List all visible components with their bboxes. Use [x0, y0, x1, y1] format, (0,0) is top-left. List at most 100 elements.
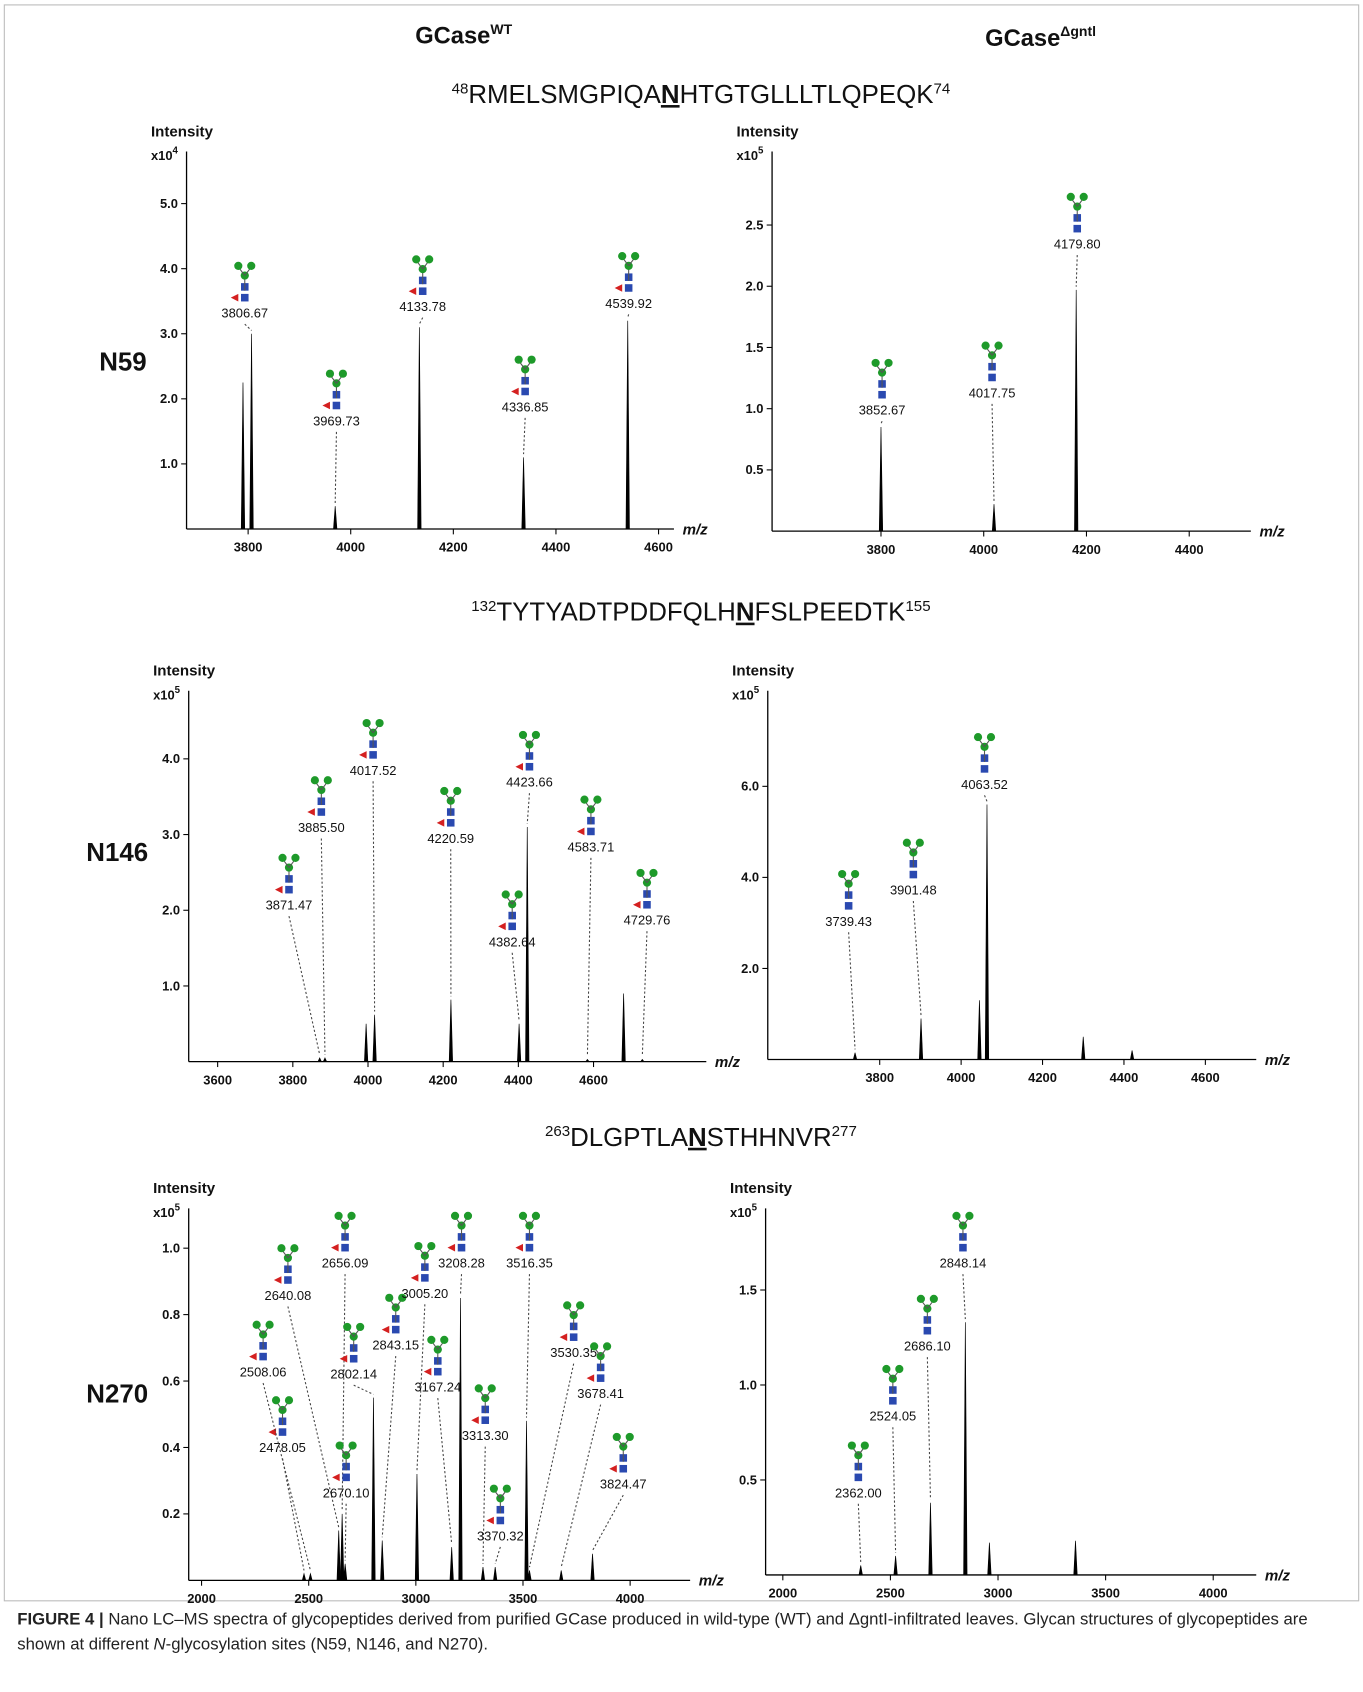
glycan-mannose — [487, 1384, 496, 1393]
glycan-icon — [498, 890, 523, 931]
glycan-fucose — [632, 900, 641, 909]
peak-leader — [416, 1304, 426, 1471]
glycan-icon — [273, 1244, 299, 1284]
y-axis-scale: x105 — [730, 1202, 758, 1219]
y-tick-label: 1.0 — [745, 401, 763, 416]
peak-label: 4063.52 — [961, 777, 1008, 792]
glycan-icon — [249, 1320, 274, 1361]
peak-label: 4220.59 — [427, 831, 474, 846]
glycan-mannose — [418, 264, 427, 274]
peak — [301, 1572, 307, 1581]
peak — [1074, 289, 1079, 532]
glycan-mannose — [618, 252, 627, 261]
y-axis-scale: x105 — [153, 685, 181, 702]
glycan-icon — [486, 1484, 511, 1525]
glycan-mannose — [895, 1364, 904, 1374]
peptide-before: RMELSMGPIQA — [468, 81, 661, 109]
y-tick-label: 5.0 — [160, 196, 178, 211]
peak-leader — [523, 417, 526, 455]
column-header: GCaseΔgntl — [985, 23, 1096, 52]
glycan-glcnac — [418, 287, 427, 295]
glycan-mannose — [986, 732, 996, 742]
glycan-mannose — [882, 1364, 891, 1374]
glycan-mannose — [463, 1211, 473, 1220]
peak-label: 3678.41 — [577, 1386, 624, 1401]
glycan-mannose — [284, 1396, 294, 1405]
y-tick-label: 0.4 — [162, 1440, 181, 1455]
peak — [308, 1572, 313, 1581]
glycan-mannose — [531, 730, 541, 740]
x-tick-label: 4200 — [1072, 542, 1101, 557]
peak-leader — [288, 915, 321, 1055]
peak — [364, 1023, 369, 1062]
peak-leader — [511, 952, 520, 1021]
peak — [480, 1567, 486, 1581]
x-tick-label: 4200 — [429, 1072, 458, 1087]
glycan-fucose — [249, 1352, 257, 1361]
y-axis-title: Intensity — [730, 1180, 793, 1197]
glycan-fucose — [576, 827, 585, 836]
peak — [524, 1420, 529, 1581]
peptide-sequence: 263DLGPTLANSTHHNVR277 — [545, 1123, 857, 1152]
glycan-icon — [515, 730, 541, 771]
glycan-mannose — [580, 795, 589, 804]
glycan-fucose — [339, 1354, 348, 1363]
x-tick-label: 3000 — [401, 1591, 430, 1606]
glycan-mannose — [414, 1241, 423, 1251]
x-axis-title: m/z — [1265, 1052, 1291, 1069]
glycan-icon — [902, 838, 924, 879]
glycan-mannose — [631, 252, 640, 261]
glycan-mannose — [234, 261, 243, 270]
caption-text: -glycosylation sites (N59, N146, and N27… — [165, 1635, 488, 1654]
glycan-mannose — [356, 1322, 365, 1332]
glycan-glcnac — [844, 902, 853, 910]
glycan-mannose — [909, 848, 918, 857]
peak — [1073, 1540, 1078, 1576]
peak-leader — [281, 1458, 305, 1571]
glycan-icon — [981, 341, 1003, 382]
peak-leader — [320, 838, 326, 1055]
peptide-after: STHHNVR — [707, 1124, 832, 1152]
peptide-end: 74 — [933, 80, 950, 97]
peak — [984, 804, 990, 1060]
glycan-icon — [576, 795, 602, 836]
peak-label: 4382.64 — [489, 934, 536, 949]
y-tick-label: 0.5 — [745, 462, 763, 477]
peak-leader — [984, 795, 988, 802]
peak-leader — [1075, 255, 1078, 287]
glycan-fucose — [322, 401, 330, 410]
site-label: N59 — [99, 348, 146, 376]
glycan-mannose — [362, 718, 371, 728]
glycan-mannose — [348, 1441, 357, 1450]
peak-label: 3516.35 — [506, 1256, 553, 1271]
x-tick-label: 4000 — [354, 1072, 383, 1087]
glycan-mannose — [347, 1211, 356, 1220]
x-tick-label: 4400 — [1175, 542, 1204, 557]
glycan-glcnac — [980, 765, 989, 773]
glycan-glcnac — [508, 922, 516, 931]
y-axis-scale-base: x10 — [151, 148, 173, 163]
y-tick-label: 6.0 — [741, 779, 759, 794]
glycan-mannose — [514, 890, 523, 899]
y-axis-scale: x105 — [153, 1202, 181, 1219]
y-tick-label: 2.0 — [741, 961, 759, 976]
column-header-text: GCase — [985, 26, 1060, 52]
glycan-icon — [471, 1384, 496, 1424]
glycan-icon — [586, 1342, 612, 1382]
peptide-after: HTGTGLLLTLQPEQK — [680, 81, 934, 109]
peptide-sequence: 48RMELSMGPIQANHTGTGLLLTLQPEQK74 — [452, 80, 951, 109]
glycan-mannose — [375, 718, 384, 728]
y-tick-label: 3.0 — [162, 827, 180, 842]
glycan-icon — [847, 1441, 869, 1482]
peak — [317, 1057, 322, 1062]
glycan-icon — [268, 1396, 294, 1436]
y-axis-title: Intensity — [153, 1180, 216, 1197]
y-tick-label: 2.0 — [162, 903, 180, 918]
x-tick-label: 3800 — [234, 540, 263, 555]
glycan-icon — [838, 869, 860, 910]
x-tick-label: 4000 — [336, 540, 365, 555]
glycan-mannose — [838, 869, 847, 879]
peak-label: 3824.47 — [600, 1477, 647, 1492]
glycan-fucose — [408, 287, 417, 295]
